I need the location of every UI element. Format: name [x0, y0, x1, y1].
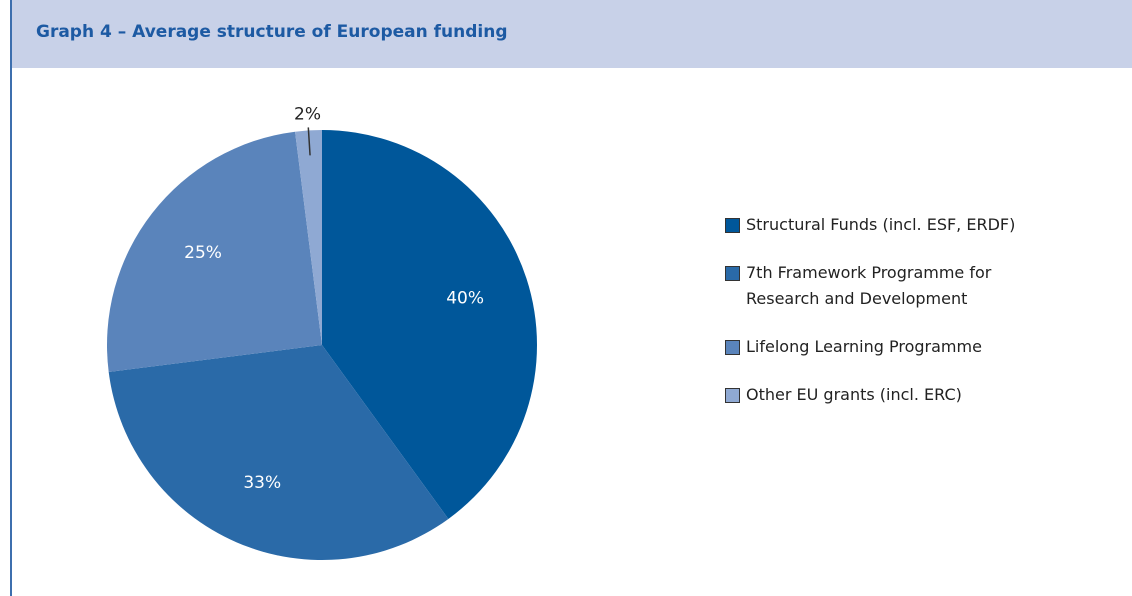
legend-label: 7th Framework Programme for Research and… [746, 263, 992, 308]
data-label: 40% [446, 288, 484, 308]
legend: Structural Funds (incl. ESF, ERDF) 7th Fr… [725, 212, 1065, 430]
legend-label: Lifelong Learning Programme [746, 337, 982, 356]
border [10, 68, 12, 596]
pie-slice [295, 130, 322, 345]
legend-swatch [725, 218, 740, 233]
pie-slice [107, 131, 322, 372]
pie-slice [322, 130, 537, 519]
legend-swatch [725, 340, 740, 355]
legend-item: Other EU grants (incl. ERC) [725, 382, 1065, 408]
header: Graph 4 – Average structure of European … [10, 0, 1132, 68]
legend-item: 7th Framework Programme for Research and… [725, 260, 1065, 312]
legend-item: Lifelong Learning Programme [725, 334, 1065, 360]
chart-title: Graph 4 – Average structure of European … [36, 22, 508, 42]
legend-label: Structural Funds (incl. ESF, ERDF) [746, 215, 1016, 234]
legend-swatch [725, 266, 740, 281]
pie-slice [108, 345, 449, 560]
legend-item: Structural Funds (incl. ESF, ERDF) [725, 212, 1065, 238]
data-label: 33% [243, 473, 281, 493]
legend-label: Other EU grants (incl. ERC) [746, 385, 962, 404]
leader-line [307, 127, 311, 156]
legend-swatch [725, 388, 740, 403]
data-label: 25% [184, 243, 222, 263]
data-label: 2% [294, 104, 321, 124]
